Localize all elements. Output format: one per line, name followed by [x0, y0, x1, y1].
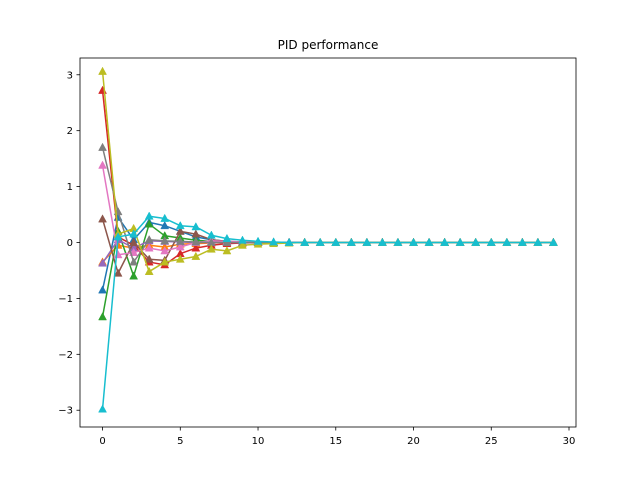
series-9-point	[502, 237, 512, 246]
series-9-point	[269, 237, 278, 246]
series-8-point	[191, 251, 201, 260]
series-5-point	[113, 268, 123, 277]
series-1-line	[101, 241, 554, 263]
series-8-point	[206, 244, 216, 253]
series-4-point	[98, 258, 107, 267]
series-9-point	[455, 237, 465, 246]
series-9-point	[409, 237, 418, 246]
series-8-point	[222, 246, 232, 255]
series-9-point	[517, 237, 527, 246]
series-5-point	[144, 254, 154, 263]
y-tick-label: 1	[67, 182, 73, 193]
series-9-point	[533, 237, 543, 246]
series-9-point	[144, 211, 154, 220]
y-tick-label: −3	[58, 406, 73, 417]
series-layer	[98, 66, 558, 413]
series-0-line	[101, 216, 554, 291]
series-6-point	[144, 243, 154, 252]
series-2-point	[144, 219, 154, 228]
x-tick-label: 15	[329, 436, 342, 447]
series-0-point	[160, 221, 170, 230]
series-9-point	[191, 222, 201, 231]
x-tick-label: 5	[177, 436, 183, 447]
y-tick-label: −1	[58, 294, 73, 305]
series-9-point	[440, 237, 450, 246]
series-5-point	[175, 226, 185, 235]
series-9-point	[331, 237, 341, 246]
series-3-line	[101, 90, 554, 266]
y-tick-label: 2	[67, 126, 73, 137]
y-tick-label: 0	[67, 238, 73, 249]
series-6-point	[160, 246, 170, 255]
series-9-point	[393, 237, 403, 246]
series-7-point	[98, 142, 107, 151]
series-6-point	[175, 242, 185, 251]
series-5-point	[98, 214, 107, 223]
axes-layer: 0 5 10 15 20 25 30 −3 −2 −1 0 1 2 3	[58, 57, 577, 447]
series-9-point	[346, 237, 356, 246]
x-tick-label: 0	[99, 436, 105, 447]
series-9-point	[284, 237, 294, 246]
series-7-point	[129, 257, 139, 266]
series-2-point	[98, 312, 107, 321]
series-2-line	[101, 223, 554, 317]
series-3-point	[191, 243, 201, 252]
series-9-point	[253, 236, 263, 245]
series-9-point	[315, 237, 325, 246]
series-2	[98, 219, 558, 321]
y-tick-label: −2	[58, 350, 73, 361]
series-9-point	[471, 237, 481, 246]
x-tick-label: 10	[252, 436, 265, 447]
series-7-point	[160, 236, 170, 245]
series-9-point	[113, 232, 123, 241]
series-9-point	[300, 237, 310, 246]
series-9-point	[222, 233, 232, 242]
series-5-point	[129, 237, 139, 246]
series-3-point	[98, 85, 107, 94]
series-8-point	[144, 266, 154, 275]
series-9-point	[238, 235, 247, 244]
series-9-point	[549, 237, 558, 246]
x-tick-label: 30	[563, 436, 576, 447]
series-8-point	[160, 257, 170, 266]
series-9-point	[129, 229, 139, 238]
y-tick-label: 3	[67, 70, 73, 81]
series-6-point	[98, 160, 107, 169]
series-9-point	[362, 237, 372, 246]
x-tick-label: 20	[407, 436, 420, 447]
chart-title: PID performance	[278, 38, 379, 52]
series-9-point	[206, 230, 216, 239]
series-9-point	[378, 237, 387, 246]
series-8-point	[175, 254, 185, 263]
series-8-point	[238, 240, 247, 249]
series-9-point	[98, 404, 107, 413]
series-7-point	[191, 237, 201, 246]
series-9	[98, 211, 558, 413]
series-9-point	[424, 237, 434, 246]
series-8-point	[98, 66, 107, 75]
series-9-point	[175, 221, 185, 230]
series-0-point	[98, 285, 107, 294]
series-9-point	[160, 213, 170, 222]
x-tick-label: 25	[485, 436, 498, 447]
series-7-line	[101, 147, 554, 263]
series-9-line	[101, 215, 554, 410]
series-2-point	[129, 271, 139, 280]
series-7-point	[144, 234, 154, 244]
series-7-point	[175, 236, 185, 245]
series-9-point	[486, 237, 496, 246]
